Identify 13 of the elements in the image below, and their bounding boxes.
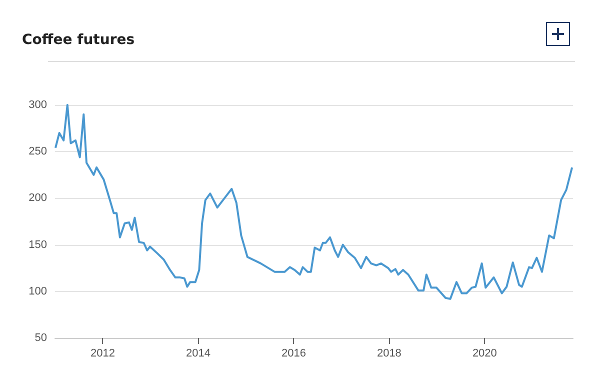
x-tick-label: 2018 <box>376 348 402 360</box>
x-tick-label: 2012 <box>90 348 115 360</box>
y-tick-label: 100 <box>28 285 47 298</box>
y-tick-label: 300 <box>28 99 47 111</box>
y-tick-label: 250 <box>28 146 47 158</box>
x-tick-label: 2014 <box>186 348 210 360</box>
chart-title: Coffee futures <box>22 32 135 48</box>
line-series <box>54 104 574 300</box>
y-tick-label: 150 <box>28 238 47 251</box>
x-tick-label: 2020 <box>472 348 497 360</box>
y-tick-label: 200 <box>28 192 47 204</box>
x-tick-label: 2016 <box>281 348 306 360</box>
y-tick-label: 50 <box>34 332 47 344</box>
